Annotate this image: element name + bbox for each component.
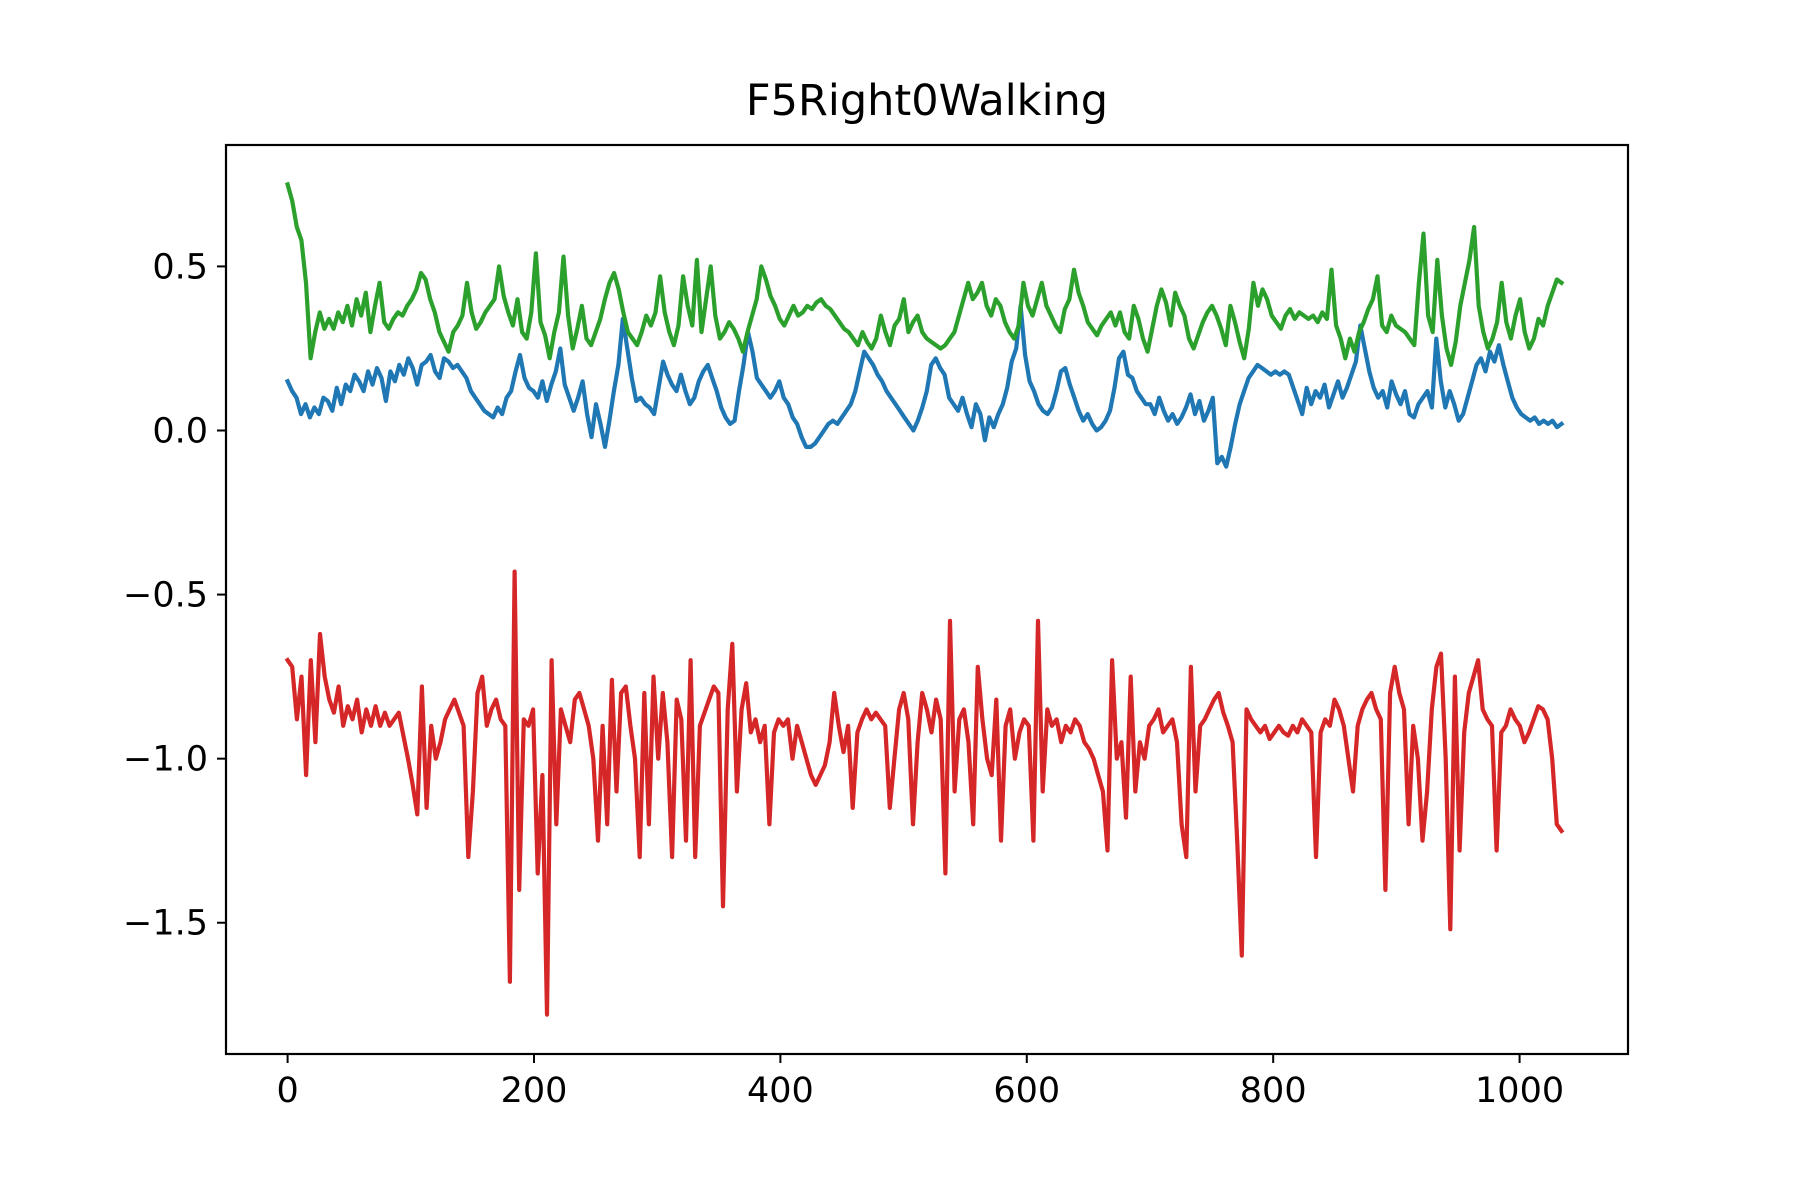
x-tick-label: 0 bbox=[276, 1071, 298, 1111]
y-tick-label: −1.0 bbox=[123, 740, 208, 780]
y-tick-label: 0.5 bbox=[152, 247, 208, 287]
series-line-3 bbox=[284, 569, 1565, 1017]
y-tick-label: 0.0 bbox=[152, 411, 208, 451]
x-tick-label: 1000 bbox=[1475, 1071, 1564, 1111]
chart-title: F5Right0Walking bbox=[746, 76, 1108, 126]
axes-layer: 0 200 400 600 800 1000 0.5 0.0 −0.5 −1.0 −1.5 bbox=[123, 143, 1630, 1111]
y-tick-label: −0.5 bbox=[123, 576, 208, 616]
x-tick-label: 600 bbox=[993, 1071, 1060, 1111]
x-tick-label: 400 bbox=[747, 1071, 814, 1111]
series-line-1 bbox=[284, 303, 1565, 469]
series-line-2 bbox=[285, 181, 1565, 367]
x-tick-label: 200 bbox=[501, 1071, 568, 1111]
plot-frame bbox=[224, 143, 1630, 1056]
y-tick-label: −1.5 bbox=[123, 904, 208, 944]
series-layer bbox=[284, 181, 1565, 1017]
x-tick-label: 800 bbox=[1240, 1071, 1307, 1111]
